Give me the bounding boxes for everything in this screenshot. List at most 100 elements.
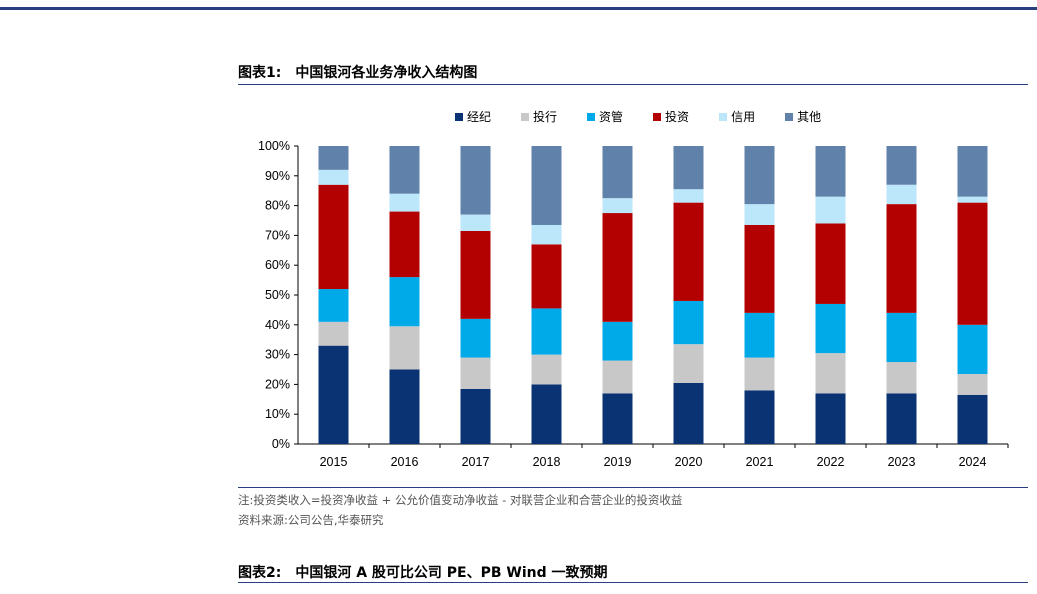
legend-swatch <box>719 112 728 121</box>
y-tick-label: 30% <box>265 348 290 362</box>
bar-segment <box>531 244 562 309</box>
bar-segment <box>744 224 775 313</box>
legend-item-1: 投行 <box>521 108 557 125</box>
y-tick-label: 10% <box>265 407 290 421</box>
x-tick-label: 2021 <box>746 455 774 469</box>
x-tick-label: 2016 <box>391 455 419 469</box>
bar-segment <box>886 312 917 363</box>
bar-segment <box>815 146 846 197</box>
bar-segment <box>602 360 633 394</box>
bar-segment <box>460 388 491 444</box>
bar-segment <box>673 382 704 444</box>
bar-segment <box>531 146 562 225</box>
bar-segment <box>815 223 846 304</box>
legend-swatch <box>587 112 596 121</box>
legend-item-2: 资管 <box>587 108 623 125</box>
x-tick-label: 2017 <box>462 455 490 469</box>
bar-segment <box>744 204 775 225</box>
figure2-title: 图表2: 中国银河 A 股可比公司 PE、PB Wind 一致预期 <box>238 562 608 582</box>
bar-segment <box>957 394 988 444</box>
x-tick-label: 2019 <box>604 455 632 469</box>
legend-item-4: 信用 <box>719 108 755 125</box>
bar-segment <box>815 353 846 394</box>
bar-segment <box>815 303 846 354</box>
bar-segment <box>602 321 633 361</box>
bar-segment <box>886 184 917 205</box>
bar-segment <box>389 326 420 370</box>
bar-segment <box>744 357 775 391</box>
legend-swatch <box>455 112 463 121</box>
figure1-rule <box>238 84 1028 85</box>
figure1-label: 图表1: <box>238 65 282 81</box>
bar-segment <box>744 312 775 358</box>
x-tick-label: 2023 <box>888 455 916 469</box>
bar-segment <box>602 213 633 322</box>
bar-segment <box>673 202 704 301</box>
bar-segment <box>886 204 917 313</box>
header-line <box>0 7 1037 10</box>
legend-swatch <box>653 112 662 121</box>
figure2-rule <box>238 582 1028 583</box>
stacked-bar-chart: 0% 10% 20% 30% 40% 50% 60% 70% 80% 90% 100% 2015 201… <box>258 139 1009 469</box>
bar-segment <box>886 146 917 185</box>
bar-segment <box>957 196 988 203</box>
bar-segment <box>531 384 562 444</box>
bar-segment <box>318 289 349 322</box>
legend-label: 投资 <box>665 110 690 124</box>
bar-segment <box>673 189 704 203</box>
bar-segment <box>389 369 420 444</box>
legend-label: 投行 <box>533 110 558 124</box>
bar-segment <box>673 146 704 190</box>
bar-segment <box>602 393 633 444</box>
figure1-title-text: 中国银河各业务净收入结构图 <box>295 65 478 81</box>
bar-segment <box>531 354 562 385</box>
bar-segment <box>673 300 704 345</box>
bar-segment <box>673 344 704 383</box>
bar-segment <box>744 390 775 444</box>
bar-segment <box>957 202 988 325</box>
bar-segment <box>460 318 491 358</box>
x-tick-label: 2020 <box>675 455 703 469</box>
bar-segment <box>318 345 349 444</box>
x-tick-label: 2024 <box>959 455 987 469</box>
bar-segment <box>957 146 988 197</box>
bar-segment <box>460 146 491 215</box>
legend-label: 信用 <box>731 110 756 124</box>
bar-segment <box>389 193 420 212</box>
notes-rule <box>238 487 1028 488</box>
bar-segment <box>389 211 420 278</box>
x-tick-label: 2022 <box>817 455 845 469</box>
legend-label: 经纪 <box>467 110 492 124</box>
x-tick-label: 2018 <box>533 455 561 469</box>
y-tick-label: 80% <box>265 199 290 213</box>
legend-swatch <box>521 112 530 121</box>
y-tick-label: 0% <box>272 437 290 451</box>
header-bar <box>0 0 1037 10</box>
y-tick-label: 60% <box>265 258 290 272</box>
bar-segment <box>318 169 349 185</box>
bar-segment <box>389 146 420 194</box>
figure1-title: 图表1: 中国银河各业务净收入结构图 <box>238 62 477 82</box>
y-tick-label: 70% <box>265 228 290 242</box>
chart-legend: 经纪 投行 资管 投资 信用 其他 <box>455 108 851 125</box>
bar-segment <box>602 146 633 199</box>
legend-item-0: 经纪 <box>455 108 491 125</box>
legend-swatch <box>785 112 794 121</box>
bar-segment <box>815 196 846 224</box>
y-tick-label: 90% <box>265 169 290 183</box>
bar-segment <box>389 277 420 327</box>
bar-segment <box>744 146 775 205</box>
bar-segment <box>318 184 349 290</box>
bar-segment <box>460 214 491 231</box>
bar-segment <box>460 357 491 389</box>
chart-source: 资料来源:公司公告,华泰研究 <box>238 513 384 527</box>
bar-segment <box>957 373 988 395</box>
figure2-title-text: 中国银河 A 股可比公司 PE、PB Wind 一致预期 <box>295 565 608 581</box>
y-tick-label: 50% <box>265 288 290 302</box>
bar-segment <box>886 393 917 444</box>
bar-segment <box>602 198 633 214</box>
y-tick-label: 100% <box>258 139 290 153</box>
bar-segment <box>815 393 846 444</box>
bar-segment <box>886 362 917 394</box>
bar-segment <box>531 224 562 245</box>
